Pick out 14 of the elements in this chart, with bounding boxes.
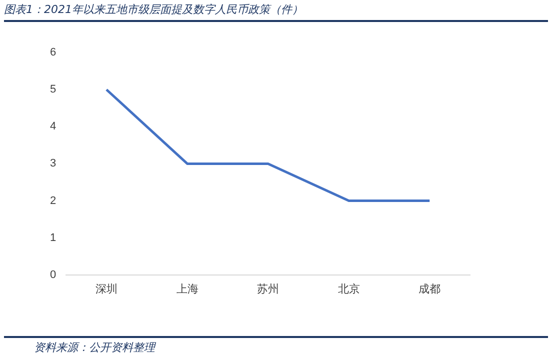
y-tick-label: 0 xyxy=(50,268,56,281)
x-tick-label: 深圳 xyxy=(96,282,118,296)
y-tick-label: 4 xyxy=(50,120,56,133)
y-tick-label: 3 xyxy=(50,158,56,170)
y-tick-label: 2 xyxy=(50,194,56,207)
y-tick-label: 1 xyxy=(50,232,56,244)
text: 资料来源：公开资料整理 xyxy=(34,340,155,355)
x-tick-label: 成都 xyxy=(418,282,441,296)
y-tick-label: 6 xyxy=(50,46,56,59)
x-tick-label: 上海 xyxy=(176,282,198,296)
chart-title: 图表1：2021年以来五地市级层面提及数字人民币政策（件） xyxy=(4,2,303,17)
x-tick-label: 苏州 xyxy=(257,282,280,296)
y-tick-label: 5 xyxy=(50,84,56,96)
x-tick-label: 北京 xyxy=(338,282,360,296)
